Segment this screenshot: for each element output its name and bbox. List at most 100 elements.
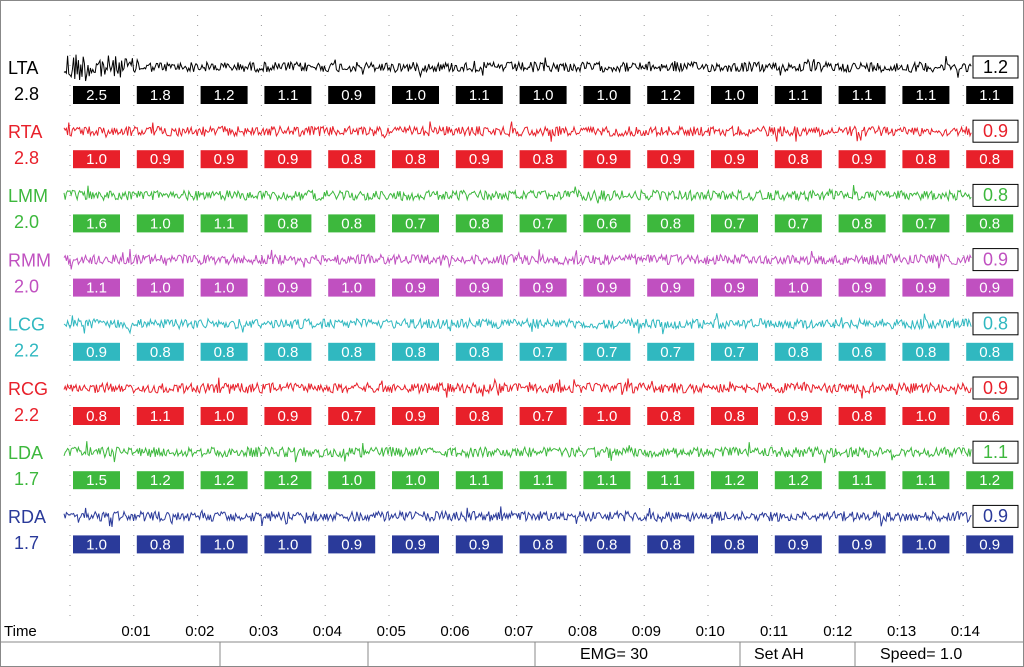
time-tick: 0:03 bbox=[249, 623, 278, 640]
value-box bbox=[966, 471, 1014, 490]
value-label: 0.9 bbox=[724, 280, 745, 297]
value-box bbox=[519, 535, 567, 554]
value-label: 0.9 bbox=[277, 280, 298, 297]
value-label: 0.7 bbox=[724, 344, 745, 361]
value-label: 0.9 bbox=[915, 280, 936, 297]
value-label: 0.8 bbox=[788, 344, 809, 361]
value-label: 1.0 bbox=[214, 408, 235, 425]
emg-trace bbox=[63, 121, 972, 142]
time-tick: 0:14 bbox=[951, 623, 980, 640]
current-value: 0.8 bbox=[983, 185, 1008, 205]
value-box bbox=[200, 150, 248, 169]
value-label: 1.1 bbox=[533, 472, 554, 489]
current-value: 0.9 bbox=[983, 378, 1008, 398]
value-label: 1.1 bbox=[469, 472, 490, 489]
time-tick: 0:01 bbox=[121, 623, 150, 640]
value-label: 0.9 bbox=[724, 151, 745, 168]
current-value: 1.2 bbox=[983, 57, 1008, 77]
emg-trace bbox=[63, 54, 972, 82]
value-box bbox=[519, 214, 567, 233]
value-box bbox=[647, 407, 695, 425]
time-tick: 0:13 bbox=[887, 623, 916, 640]
value-box bbox=[136, 471, 184, 490]
value-box bbox=[966, 86, 1014, 104]
time-tick: 0:12 bbox=[823, 623, 852, 640]
value-label: 0.8 bbox=[533, 151, 554, 168]
value-box bbox=[200, 214, 248, 233]
value-label: 1.2 bbox=[788, 472, 809, 489]
value-label: 1.0 bbox=[405, 472, 426, 489]
value-box bbox=[711, 342, 758, 361]
value-label: 0.7 bbox=[533, 408, 554, 425]
value-label: 0.8 bbox=[852, 215, 873, 232]
value-label: 0.8 bbox=[150, 536, 171, 553]
value-label: 0.7 bbox=[533, 344, 554, 361]
value-box bbox=[200, 86, 248, 104]
value-label: 0.6 bbox=[596, 215, 617, 232]
channel-scale: 2.2 bbox=[14, 341, 39, 361]
value-label: 0.8 bbox=[724, 536, 745, 553]
value-box bbox=[583, 86, 631, 104]
value-box bbox=[711, 278, 758, 297]
value-label: 0.9 bbox=[660, 280, 681, 297]
channel-row: LDA 1.7 1.1 1.5 1.2 1.2 1.2 1.0 1.0 1.1 1.1 1.1 1.1 1… bbox=[8, 440, 1019, 490]
value-label: 0.8 bbox=[86, 408, 107, 425]
value-label: 0.9 bbox=[277, 151, 298, 168]
time-tick: 0:06 bbox=[440, 623, 469, 640]
value-label: 1.1 bbox=[915, 87, 936, 104]
value-box bbox=[264, 150, 312, 169]
value-box bbox=[838, 407, 886, 425]
value-label: 0.8 bbox=[469, 344, 490, 361]
value-box bbox=[392, 535, 439, 554]
value-box bbox=[583, 278, 631, 297]
value-label: 0.7 bbox=[533, 215, 554, 232]
value-box bbox=[264, 278, 312, 297]
value-label: 1.1 bbox=[214, 215, 235, 232]
value-box bbox=[583, 407, 631, 425]
value-box bbox=[328, 471, 376, 490]
value-box bbox=[455, 86, 503, 104]
value-box bbox=[136, 407, 184, 425]
value-label: 1.0 bbox=[341, 280, 362, 297]
channel-row: LMM 2.0 0.8 1.6 1.0 1.1 0.8 0.8 0.7 0.8 0.7 0.6 0.8 0… bbox=[8, 183, 1019, 233]
value-box bbox=[519, 278, 567, 297]
value-box bbox=[455, 342, 503, 361]
value-label: 0.7 bbox=[596, 344, 617, 361]
value-box bbox=[838, 471, 886, 490]
value-label: 0.7 bbox=[341, 408, 362, 425]
value-label: 0.8 bbox=[660, 536, 681, 553]
value-label: 1.0 bbox=[150, 215, 171, 232]
value-box bbox=[647, 214, 695, 233]
value-box bbox=[200, 471, 248, 490]
value-label: 0.9 bbox=[979, 536, 1000, 553]
channel-name: LDA bbox=[8, 443, 43, 463]
value-label: 0.7 bbox=[915, 215, 936, 232]
value-box bbox=[200, 278, 248, 297]
current-box bbox=[972, 376, 1019, 400]
value-label: 0.8 bbox=[277, 344, 298, 361]
channel-name: LCG bbox=[8, 315, 45, 335]
value-box bbox=[519, 342, 567, 361]
value-label: 0.7 bbox=[724, 215, 745, 232]
value-box bbox=[264, 535, 312, 554]
current-box bbox=[972, 312, 1019, 336]
value-label: 0.8 bbox=[341, 344, 362, 361]
value-box bbox=[328, 407, 376, 425]
value-box bbox=[136, 150, 184, 169]
value-label: 1.1 bbox=[277, 87, 298, 104]
value-box bbox=[902, 342, 950, 361]
value-label: 1.2 bbox=[979, 472, 1000, 489]
channel-row: LTA 2.8 1.2 2.5 1.8 1.2 1.1 0.9 1.0 1.1 1.0 1.0 1.2 1… bbox=[8, 54, 1019, 104]
value-label: 0.7 bbox=[788, 215, 809, 232]
value-box bbox=[647, 278, 695, 297]
value-label: 0.9 bbox=[660, 151, 681, 168]
emg-trace bbox=[63, 249, 972, 270]
channel-scale: 2.8 bbox=[14, 84, 39, 104]
value-label: 0.8 bbox=[469, 408, 490, 425]
channel-name: LTA bbox=[8, 58, 38, 78]
value-box bbox=[136, 342, 184, 361]
mode: Set AH bbox=[754, 646, 804, 663]
value-label: 0.8 bbox=[660, 408, 681, 425]
value-label: 1.8 bbox=[150, 87, 171, 104]
value-box bbox=[966, 535, 1014, 554]
